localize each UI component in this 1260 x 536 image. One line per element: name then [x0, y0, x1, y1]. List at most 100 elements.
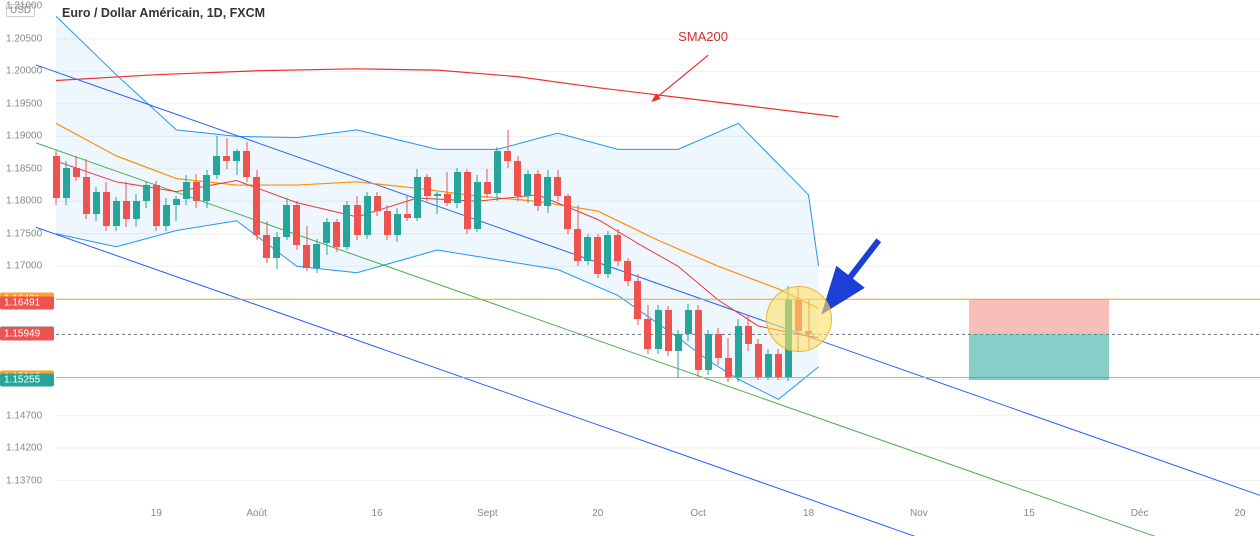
chart-plot[interactable]: Euro / Dollar Américain, 1D, FXCM SMA200	[56, 0, 1260, 500]
candle	[173, 0, 180, 500]
candle	[665, 0, 672, 500]
x-tick-label: 20	[1234, 508, 1245, 519]
y-tick-label: 1.19500	[6, 98, 42, 109]
y-tick-label: 1.19000	[6, 131, 42, 142]
y-tick-label: 1.18000	[6, 196, 42, 207]
candle	[243, 0, 250, 500]
candle	[263, 0, 270, 500]
y-tick-label: 1.14200	[6, 443, 42, 454]
y-tick-label: 1.20000	[6, 66, 42, 77]
candle	[83, 0, 90, 500]
candle	[414, 0, 421, 500]
y-tick-label: 1.17500	[6, 228, 42, 239]
sma200-label: SMA200	[678, 29, 728, 44]
candle	[113, 0, 120, 500]
candle	[675, 0, 682, 500]
candle	[203, 0, 210, 500]
candle	[283, 0, 290, 500]
candle	[394, 0, 401, 500]
candle	[795, 0, 802, 500]
candle	[323, 0, 330, 500]
candle	[614, 0, 621, 500]
candle	[464, 0, 471, 500]
candle	[183, 0, 190, 500]
x-tick-label: 19	[151, 508, 162, 519]
candle	[574, 0, 581, 500]
candle	[765, 0, 772, 500]
x-tick-label: Déc	[1131, 508, 1149, 519]
candle	[333, 0, 340, 500]
candle	[725, 0, 732, 500]
candle	[343, 0, 350, 500]
candle	[494, 0, 501, 500]
candle	[775, 0, 782, 500]
candle	[524, 0, 531, 500]
candle	[223, 0, 230, 500]
y-tick-label: 1.14700	[6, 410, 42, 421]
price-tag: 1.16491	[0, 296, 54, 309]
candle	[193, 0, 200, 500]
chart-container: USD 1.210001.205001.200001.195001.190001…	[0, 0, 1260, 536]
candle	[644, 0, 651, 500]
candle	[404, 0, 411, 500]
candle	[745, 0, 752, 500]
candle	[53, 0, 60, 500]
candle	[785, 0, 792, 500]
candle	[454, 0, 461, 500]
candle	[634, 0, 641, 500]
candle	[293, 0, 300, 500]
candle	[604, 0, 611, 500]
candle	[544, 0, 551, 500]
target-zone	[969, 299, 1109, 334]
x-tick-label: Nov	[910, 508, 928, 519]
candle	[805, 0, 812, 500]
candle	[313, 0, 320, 500]
x-tick-label: Août	[246, 508, 267, 519]
candle	[364, 0, 371, 500]
x-tick-label: Sept	[477, 508, 498, 519]
y-tick-label: 1.21000	[6, 1, 42, 12]
candle	[504, 0, 511, 500]
price-tag: 1.15255	[0, 373, 54, 386]
candle	[695, 0, 702, 500]
candle	[685, 0, 692, 500]
x-tick-label: 16	[372, 508, 383, 519]
x-tick-label: 15	[1024, 508, 1035, 519]
y-tick-label: 1.13700	[6, 475, 42, 486]
y-tick-label: 1.20500	[6, 33, 42, 44]
candle	[584, 0, 591, 500]
candle	[655, 0, 662, 500]
candle	[153, 0, 160, 500]
candle	[103, 0, 110, 500]
candle	[705, 0, 712, 500]
candle	[424, 0, 431, 500]
x-tick-label: Oct	[690, 508, 706, 519]
x-tick-label: 20	[592, 508, 603, 519]
candle	[273, 0, 280, 500]
candle	[514, 0, 521, 500]
candle	[534, 0, 541, 500]
candle	[564, 0, 571, 500]
x-axis: 19Août16Sept20Oct18Nov15Déc20	[56, 500, 1260, 536]
candle	[434, 0, 441, 500]
candle	[354, 0, 361, 500]
y-tick-label: 1.17000	[6, 261, 42, 272]
candle	[133, 0, 140, 500]
candle	[715, 0, 722, 500]
candle	[624, 0, 631, 500]
candle	[73, 0, 80, 500]
candle	[143, 0, 150, 500]
candle	[374, 0, 381, 500]
candle	[253, 0, 260, 500]
candle	[755, 0, 762, 500]
candle	[93, 0, 100, 500]
candle	[554, 0, 561, 500]
candle	[213, 0, 220, 500]
candle	[484, 0, 491, 500]
candle	[123, 0, 130, 500]
target-zone	[969, 334, 1109, 379]
candle	[163, 0, 170, 500]
y-tick-label: 1.18500	[6, 163, 42, 174]
candle	[303, 0, 310, 500]
candle	[474, 0, 481, 500]
